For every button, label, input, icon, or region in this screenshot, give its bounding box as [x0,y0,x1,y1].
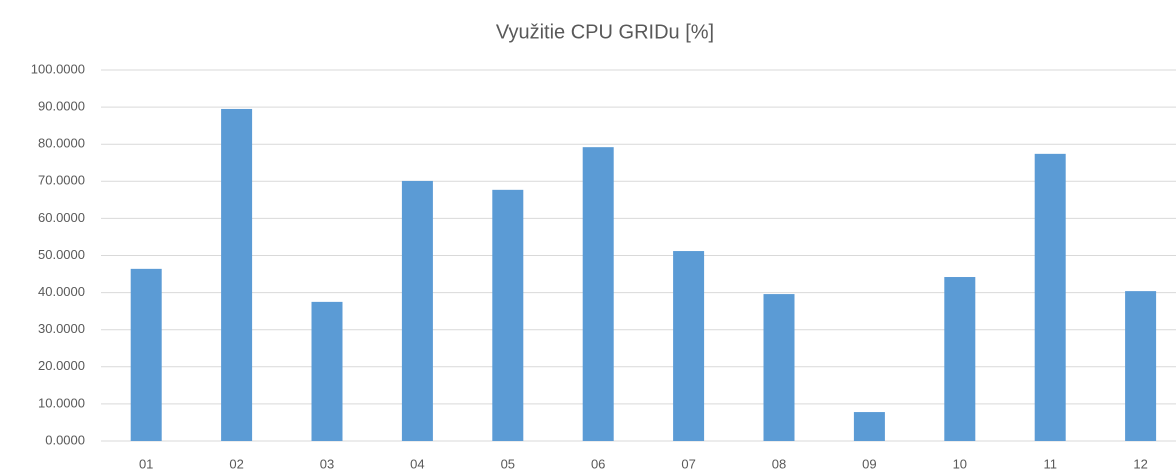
x-tick-label: 09 [862,456,876,471]
y-tick-label: 10.0000 [38,395,85,410]
x-tick-label: 02 [229,456,243,471]
bar [492,189,524,441]
x-tick-label: 12 [1133,456,1147,471]
chart-title: Využitie CPU GRIDu [%] [496,21,714,43]
bar [763,294,795,441]
bar [130,268,162,441]
bar [221,108,253,441]
bar [944,277,976,441]
bar [311,301,343,441]
y-tick-label: 90.0000 [38,99,85,114]
x-tick-label: 05 [501,456,515,471]
bar [582,147,614,441]
bar [1125,291,1157,441]
y-tick-label: 60.0000 [38,210,85,225]
y-tick-label: 40.0000 [38,284,85,299]
bar [401,180,433,441]
bar [1034,153,1066,441]
y-tick-label: 50.0000 [38,247,85,262]
x-tick-label: 08 [772,456,786,471]
x-tick-label: 07 [681,456,695,471]
bar [853,412,885,441]
x-tick-label: 10 [953,456,967,471]
x-tick-label: 04 [410,456,424,471]
x-tick-label: 03 [320,456,334,471]
bar [673,251,705,441]
y-tick-label: 80.0000 [38,136,85,151]
y-tick-label: 100.0000 [31,61,85,76]
y-tick-label: 20.0000 [38,358,85,373]
y-tick-label: 0.0000 [45,432,85,447]
y-tick-label: 70.0000 [38,173,85,188]
x-tick-label: 06 [591,456,605,471]
y-tick-label: 30.0000 [38,321,85,336]
x-tick-label: 11 [1043,456,1057,471]
x-tick-label: 01 [139,456,153,471]
